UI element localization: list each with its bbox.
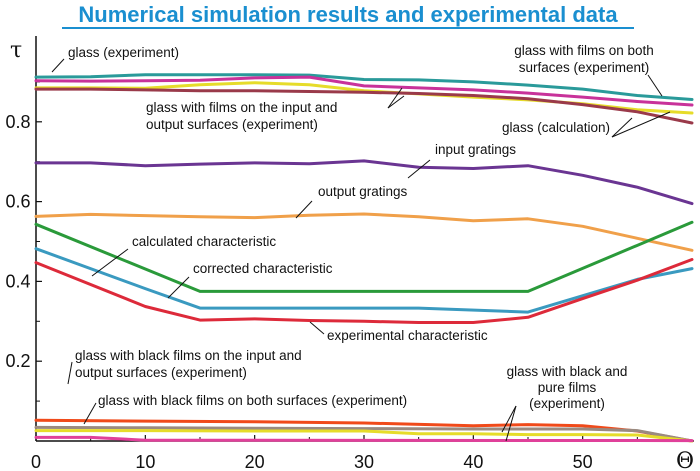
annotation-glass-calculation: glass (calculation) [502,120,610,135]
x-tick-label: 20 [245,452,265,471]
annotation-leader-line [612,118,632,137]
x-tick-label: 40 [463,452,483,471]
annotation-leader-line [68,362,72,384]
x-tick-label: 50 [573,452,593,471]
annotation-films-input-output: glass with films on the input andoutput … [146,100,337,132]
annotation-leader-line [648,75,662,96]
x-tick-label: 0 [31,452,41,471]
annotation-experimental-characteristic: experimental characteristic [327,328,488,343]
annotation-leader-line [408,160,430,178]
annotation-calculated-characteristic: calculated characteristic [132,234,276,249]
x-axis-label: Θ [676,449,694,471]
series-line-brown [36,89,692,123]
annotation-glass-experiment: glass (experiment) [68,45,179,60]
chart: Numerical simulation results and experim… [0,0,700,471]
annotation-black-films-input-output: glass with black films on the input ando… [75,348,302,380]
annotation-corrected-characteristic: corrected characteristic [193,261,333,276]
y-tick-label: 0.4 [5,271,30,291]
y-axis-label: τ [10,38,22,63]
annotation-films-both-surfaces: glass with films on bothsurfaces (experi… [514,43,654,75]
series-line-green [36,222,692,291]
x-tick-label: 30 [354,452,374,471]
annotation-leader-line [52,59,64,72]
chart-title: Numerical simulation results and experim… [78,2,618,27]
annotation-black-and-pure-films: glass with black andpure films(experimen… [507,364,628,411]
annotation-output-gratings: output gratings [318,184,408,199]
y-tick-label: 0.8 [5,112,30,132]
ticks: 0 10 20 30 40 50 0.2 0.4 0.6 0.8 [5,82,637,471]
y-tick-label: 0.6 [5,192,30,212]
annotation-input-gratings: input gratings [435,142,516,157]
annotations: glass (experiment) glass with films on b… [68,43,654,411]
x-tick-label: 10 [135,452,155,471]
annotation-leader-line [310,322,324,334]
annotation-leader-line [612,112,670,137]
annotation-leader-line [388,96,404,108]
y-tick-label: 0.2 [5,351,30,371]
annotation-black-films-both-surfaces: glass with black films on both surfaces … [98,393,407,408]
